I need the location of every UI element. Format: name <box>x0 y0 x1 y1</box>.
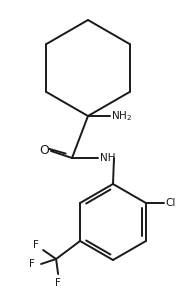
Text: F: F <box>29 259 35 269</box>
Text: F: F <box>33 240 39 250</box>
Text: F: F <box>55 278 61 288</box>
Text: Cl: Cl <box>165 198 175 208</box>
Text: NH: NH <box>100 153 116 163</box>
Text: NH$_2$: NH$_2$ <box>111 109 132 123</box>
Text: O: O <box>39 143 49 156</box>
